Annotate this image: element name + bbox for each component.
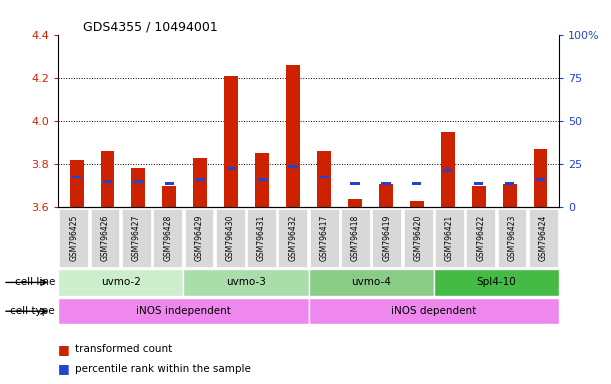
Text: iNOS independent: iNOS independent [136,306,231,316]
Text: GSM796430: GSM796430 [226,215,235,262]
Bar [472,186,486,207]
Bar [70,160,84,207]
Bar [286,65,300,207]
Bar [163,186,177,207]
Text: ■: ■ [58,343,74,356]
Text: GSM796429: GSM796429 [194,215,203,261]
Bar [165,182,174,185]
Bar [227,167,236,170]
Text: GSM796423: GSM796423 [508,215,516,261]
Bar [379,184,393,207]
Text: GSM796424: GSM796424 [539,215,548,261]
Bar [255,153,269,207]
Text: cell type: cell type [10,306,55,316]
Text: cell line: cell line [15,277,55,288]
Bar [257,178,267,180]
Text: GSM796425: GSM796425 [69,215,78,261]
Text: GSM796421: GSM796421 [445,215,454,261]
Bar [474,182,483,185]
Text: uvmo-2: uvmo-2 [101,277,141,288]
Bar [536,178,545,180]
Text: GSM796426: GSM796426 [101,215,109,261]
Bar [224,76,238,207]
Text: uvmo-4: uvmo-4 [351,277,391,288]
Text: GSM796418: GSM796418 [351,215,360,261]
Bar [350,182,360,185]
Text: GSM796431: GSM796431 [257,215,266,261]
Bar [533,149,547,207]
Bar [503,184,516,207]
Bar [348,199,362,207]
Bar [196,178,205,180]
Text: GSM796420: GSM796420 [414,215,423,261]
Text: percentile rank within the sample: percentile rank within the sample [75,364,251,374]
Text: uvmo-3: uvmo-3 [226,277,266,288]
Bar [443,169,452,172]
Bar [441,132,455,207]
Bar [505,182,514,185]
Bar [288,165,298,167]
Bar [131,169,145,207]
Bar [103,180,112,183]
Text: transformed count: transformed count [75,344,172,354]
Text: GSM796428: GSM796428 [163,215,172,261]
Text: ■: ■ [58,362,74,375]
Text: GSM796422: GSM796422 [477,215,485,261]
Text: GDS4355 / 10494001: GDS4355 / 10494001 [83,20,218,33]
Bar [101,151,114,207]
Bar [193,158,207,207]
Bar [317,151,331,207]
Text: GSM796417: GSM796417 [320,215,329,261]
Text: GSM796427: GSM796427 [132,215,141,261]
Text: GSM796432: GSM796432 [288,215,298,261]
Text: Spl4-10: Spl4-10 [477,277,516,288]
Text: iNOS dependent: iNOS dependent [391,306,477,316]
Bar [410,201,424,207]
Text: GSM796419: GSM796419 [382,215,391,261]
Bar [72,176,81,179]
Bar [134,180,143,183]
Bar [381,182,390,185]
Bar [412,182,422,185]
Bar [320,176,329,179]
